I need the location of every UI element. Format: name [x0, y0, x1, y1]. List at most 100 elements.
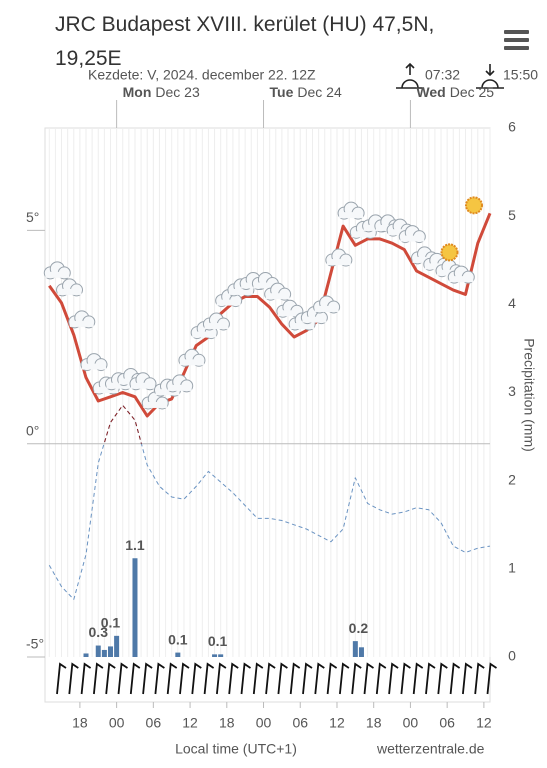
weather-icon	[43, 261, 71, 280]
wind-barb	[68, 662, 79, 695]
subtitle: Kezdete: V, 2024. december 22. 12Z	[88, 67, 316, 83]
wind-barb	[129, 662, 141, 695]
day-name: Mon	[123, 84, 152, 100]
y-tick-label: 0°	[26, 422, 39, 438]
precip-bar	[95, 645, 101, 657]
cloud-base	[339, 212, 364, 219]
cloud-base	[106, 382, 131, 389]
sun-icon	[465, 196, 483, 215]
wind-barb	[142, 662, 153, 695]
wind-barb	[425, 662, 436, 695]
wind-barb	[437, 662, 448, 695]
cloud-base	[216, 299, 241, 306]
precip-bar	[107, 646, 113, 657]
wind-barb	[314, 662, 325, 695]
wind-barb	[400, 662, 411, 695]
menu-button[interactable]	[504, 30, 529, 54]
x-tick-label: 00	[256, 715, 272, 731]
wind-barb	[462, 662, 473, 695]
y-tick-label: -5°	[26, 636, 44, 652]
y2-tick-label: 6	[508, 119, 516, 135]
wind-barb	[216, 662, 227, 695]
wind-barb	[228, 662, 239, 695]
precip-bar	[132, 558, 138, 657]
cloud-base	[412, 256, 437, 263]
cloud-base	[94, 387, 119, 394]
wind-barb	[363, 662, 374, 695]
weather-icon	[56, 278, 84, 297]
wind-barb	[191, 662, 202, 695]
precip-bar	[114, 635, 120, 657]
day-name: Tue	[270, 84, 294, 100]
precip-bar	[218, 654, 224, 657]
wind-barb	[166, 662, 178, 695]
cloud-base	[326, 259, 351, 266]
temperature-line	[48, 212, 492, 418]
weather-icon	[325, 248, 353, 267]
x-tick-label: 06	[292, 715, 308, 731]
wind-barb	[339, 662, 350, 695]
precip-label: 0.2	[349, 620, 369, 636]
precip-label: 1.1	[125, 537, 145, 553]
wind-barb	[326, 662, 338, 695]
precip-label: 0.1	[168, 631, 188, 647]
wind-barb	[240, 662, 251, 695]
cloud-base	[69, 320, 94, 327]
weather-icon	[80, 353, 108, 372]
cloud-base	[143, 401, 168, 408]
wind-barb	[351, 662, 362, 695]
cloud-base	[424, 263, 449, 270]
weather-icon	[166, 374, 194, 393]
cloud-base	[437, 269, 462, 276]
wind-barb	[117, 662, 128, 695]
x-axis-label: Local time (UTC+1)	[175, 741, 297, 757]
day-date: Dec 24	[297, 84, 342, 100]
x-tick-label: 18	[219, 715, 235, 731]
weather-icon	[129, 372, 157, 391]
x-tick-label: 06	[439, 715, 455, 731]
weather-icon	[178, 348, 206, 367]
wind-barb	[289, 662, 301, 695]
cloud-base	[388, 229, 413, 236]
cloud-base	[228, 288, 253, 295]
precip-label: 0.1	[101, 615, 121, 631]
sunset-icon	[476, 64, 504, 89]
weather-icon	[264, 282, 292, 301]
wind-barb	[179, 662, 190, 695]
sunrise-time: 07:32	[425, 67, 460, 83]
cloud-base	[155, 389, 180, 396]
cloud-base	[204, 323, 229, 330]
x-tick-label: 00	[109, 715, 125, 731]
cloud-base	[179, 359, 204, 366]
precip-bar	[101, 649, 107, 657]
day-label: Tue Dec 24	[270, 84, 342, 100]
y2-tick-label: 4	[508, 295, 516, 311]
precip-bar	[358, 647, 364, 657]
y-tick-label: 5°	[26, 209, 39, 225]
cloud-base	[314, 305, 339, 312]
sun	[465, 196, 483, 215]
cloud-base	[449, 276, 474, 283]
wind-barb	[105, 662, 116, 695]
y2-tick-label: 1	[508, 560, 516, 576]
x-tick-label: 12	[476, 715, 492, 731]
cloud-base	[351, 231, 376, 238]
wind-barb	[56, 662, 67, 695]
precip-label: 0.3	[89, 624, 109, 640]
precip-bar	[352, 641, 358, 657]
y2-tick-label: 5	[508, 207, 516, 223]
cloud-base	[192, 331, 217, 338]
sunrise-icon	[396, 62, 424, 89]
wind-barb	[474, 662, 485, 695]
wind-barb	[93, 662, 104, 695]
cloud-base	[265, 293, 290, 300]
y2-axis-label: Precipitation (mm)	[521, 338, 537, 452]
wind-barb	[252, 662, 264, 695]
wind-barb	[449, 662, 461, 695]
weather-icon	[337, 201, 365, 220]
title: JRC Budapest XVIII. kerület (HU) 47,5N, …	[55, 13, 435, 70]
cloud-base	[45, 271, 70, 278]
cloud-base	[290, 323, 315, 330]
